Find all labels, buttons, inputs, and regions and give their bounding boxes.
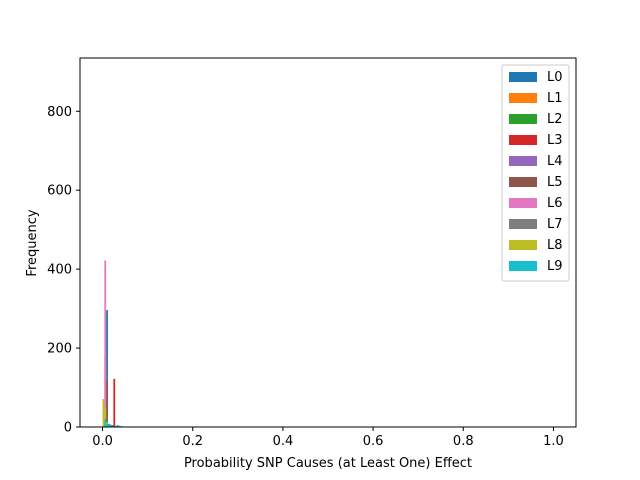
bar-L9-1 — [106, 423, 108, 427]
y-tick-label: 400 — [47, 263, 72, 278]
bar-L9-6 — [116, 425, 119, 427]
legend-label-L8: L8 — [547, 238, 563, 253]
bar-L8-1 — [104, 408, 107, 427]
legend-swatch-L2 — [509, 114, 537, 124]
legend-label-L6: L6 — [547, 196, 563, 211]
x-axis-label: Probability SNP Causes (at Least One) Ef… — [184, 456, 472, 471]
legend-swatch-L3 — [509, 135, 537, 145]
bar-L9-7 — [118, 425, 121, 427]
y-tick-label: 200 — [47, 342, 72, 357]
bars-layer — [102, 260, 123, 427]
legend-swatch-L5 — [509, 177, 537, 187]
y-axis-ticks: 0 200 400 600 800 — [47, 105, 80, 436]
legend-swatch-L6 — [509, 198, 537, 208]
legend-label-L9: L9 — [547, 259, 563, 274]
plot-frame — [79, 57, 577, 428]
y-tick-label: 0 — [64, 421, 72, 436]
bar-L9-0 — [104, 419, 107, 427]
bar-L5-2 — [113, 425, 116, 427]
legend-label-L3: L3 — [547, 133, 563, 148]
x-tick-label: 0.2 — [182, 434, 203, 449]
bar-L9-5 — [115, 425, 117, 427]
x-tick-label: 1.0 — [543, 434, 564, 449]
legend-swatch-L8 — [509, 240, 537, 250]
y-tick-label: 800 — [47, 105, 72, 120]
bar-L5-0 — [106, 380, 108, 427]
y-axis-label: Frequency — [25, 209, 40, 276]
bar-L3-2 — [113, 378, 116, 427]
x-tick-label: 0.6 — [363, 434, 384, 449]
x-axis-ticks: 0.0 0.2 0.4 0.6 0.8 1.0 — [92, 427, 564, 449]
bar-L6-0 — [104, 260, 107, 427]
x-tick-label: 0.4 — [273, 434, 294, 449]
bar-L0-2 — [106, 310, 108, 427]
legend-swatch-L1 — [509, 93, 537, 103]
x-tick-label: 0.0 — [92, 434, 113, 449]
legend-swatch-L9 — [509, 261, 537, 271]
legend-swatch-L4 — [509, 156, 537, 166]
bar-L9-4 — [111, 425, 114, 427]
legend-swatch-L7 — [509, 219, 537, 229]
legend-label-L0: L0 — [547, 70, 563, 85]
legend: L0 L1 L2 L3 L4 L5 L6 L7 L8 L9 — [501, 64, 570, 282]
legend-label-L7: L7 — [547, 217, 563, 232]
legend-swatch-L0 — [509, 72, 537, 82]
bar-L9-2 — [107, 424, 110, 427]
legend-label-L5: L5 — [547, 175, 563, 190]
legend-label-L1: L1 — [547, 91, 563, 106]
legend-label-L4: L4 — [547, 154, 563, 169]
y-tick-label: 600 — [47, 184, 72, 199]
bar-L9-3 — [109, 425, 112, 427]
x-tick-label: 0.8 — [453, 434, 474, 449]
bar-L8-0 — [102, 398, 105, 427]
legend-label-L2: L2 — [547, 112, 563, 127]
